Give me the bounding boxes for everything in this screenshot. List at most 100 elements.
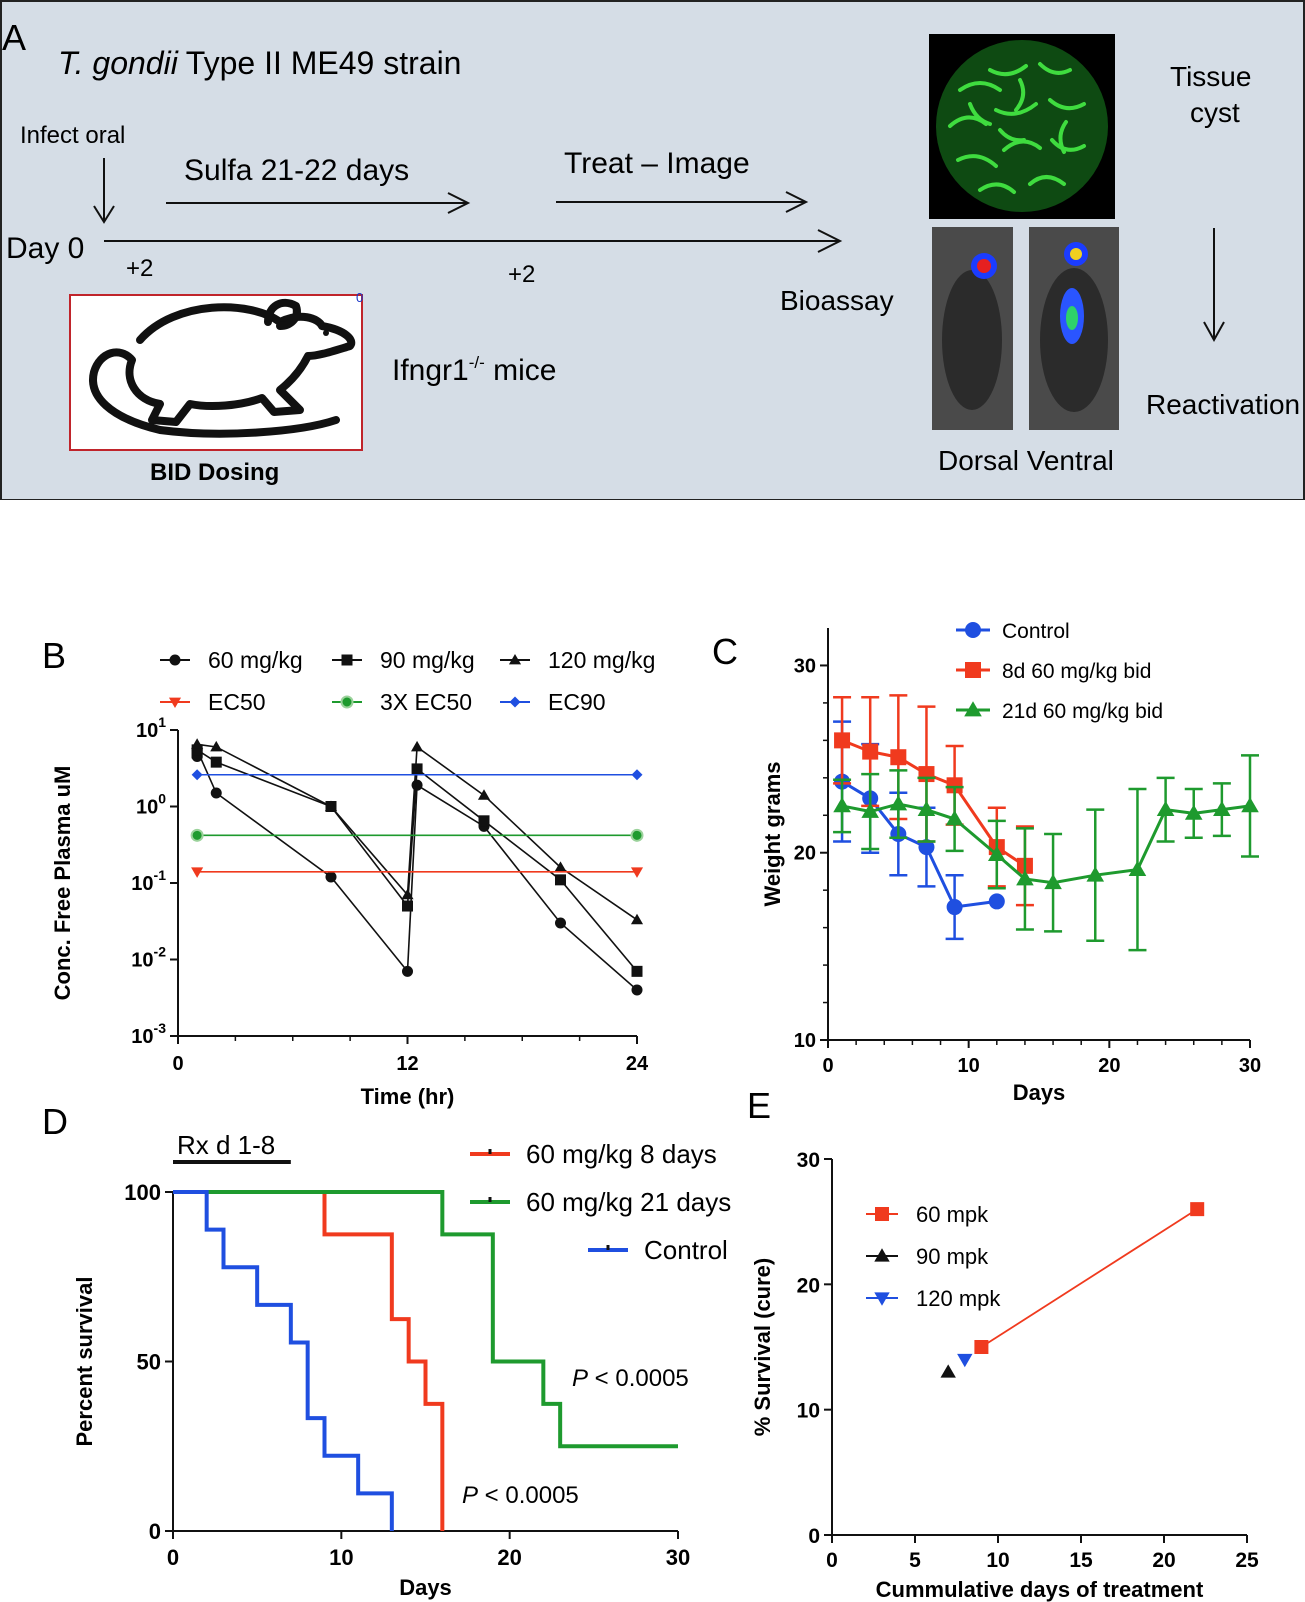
series-90-mpk (940, 1364, 956, 1378)
data-point (478, 815, 490, 827)
chart-c: Days Weight grams 0 10 20 30 10 20 30 Control 8d 6… (760, 620, 1261, 1105)
data-point (1213, 800, 1231, 817)
dorsal-signal-core (977, 259, 991, 273)
sulfa-label: Sulfa 21-22 days (184, 154, 409, 187)
data-point (402, 965, 413, 977)
legend-label: 120 mg/kg (548, 647, 655, 673)
panel-a-label: A (2, 17, 26, 58)
data-point (191, 738, 204, 749)
series-60-mg-kg (191, 744, 643, 996)
dorsal-mouse-body (942, 270, 1002, 410)
data-point (555, 917, 566, 929)
legend-label: EC90 (548, 689, 606, 715)
survival-curve (173, 1190, 445, 1531)
data-point (889, 795, 908, 811)
data-point (210, 787, 222, 799)
y-tick-exponent: -1 (154, 867, 167, 883)
y-tick-base: 10 (136, 720, 158, 742)
treat-label: Treat – Image (564, 147, 750, 180)
y-tick-label: 101 (136, 714, 166, 742)
legend-e: 60 mpk 90 mpk 120 mpk (866, 1202, 1001, 1311)
data-point (191, 867, 204, 878)
ventral-signal-head-core (1070, 248, 1082, 260)
data-point (630, 913, 644, 925)
x-tick-label: 15 (1069, 1549, 1093, 1572)
data-point (862, 743, 879, 760)
x-tick-label: 25 (1235, 1549, 1259, 1572)
panel-letter-b: B (42, 635, 66, 676)
legend-label: 90 mg/kg (380, 647, 475, 673)
panel-a-schematic: A T. gondii Type II ME49 strain Infect or… (0, 0, 1305, 500)
reactivation-arrow-head (1203, 321, 1225, 343)
y-tick-label: 0 (808, 1525, 820, 1548)
data-point (324, 800, 338, 811)
legend-marker (169, 654, 181, 666)
series-control (833, 720, 1005, 941)
data-point (631, 769, 643, 781)
x-tick-label: 24 (626, 1053, 649, 1075)
treat-arrow-head (785, 191, 809, 213)
data-point (554, 861, 567, 872)
y-tick-label: 10 (797, 1400, 820, 1423)
series-90-mg-kg (191, 744, 643, 977)
cyst-image (936, 40, 1108, 212)
legend-marker (964, 701, 982, 717)
data-point (940, 1364, 956, 1378)
infect-label: Infect oral (20, 122, 125, 149)
data-point (1016, 870, 1034, 886)
x-tick-label: 20 (1098, 1055, 1120, 1077)
panel-letter-c: C (712, 631, 738, 672)
series-120-mpk (957, 1353, 973, 1368)
legend-label: 60 mg/kg (208, 647, 303, 673)
cyst-parasites (948, 62, 1086, 194)
data-point (1241, 797, 1259, 813)
x-tick-label: 12 (396, 1053, 418, 1075)
legend-c: Control 8d 60 mg/kg bid 21d 60 mg/kg bid (956, 620, 1163, 723)
mouse-box-badge: 0 (356, 290, 363, 305)
infect-arrow-head (93, 205, 115, 224)
legend-marker (965, 622, 981, 638)
legend-label: 21d 60 mg/kg bid (1002, 700, 1163, 723)
legend-marker (874, 1248, 890, 1262)
legend-label: 90 mpk (916, 1244, 989, 1269)
bid-dosing-label: BID Dosing (150, 459, 279, 486)
charts-area: B C D E Time (hr) Conc. Free Plasma uM 0 12 24 1… (42, 620, 1261, 1602)
y-tick-base: 10 (131, 950, 153, 972)
data-point (411, 779, 423, 791)
legend-label: 60 mg/kg 8 days (526, 1139, 717, 1169)
data-point (191, 744, 203, 756)
x-axis-title: Cummulative days of treatment (876, 1577, 1204, 1602)
series-3x-ec50 (190, 828, 644, 842)
series-60-mg-kg-8-days (173, 1190, 445, 1531)
data-point (974, 1340, 989, 1354)
data-point (477, 789, 491, 800)
rx-label: Rx d 1-8 (177, 1130, 275, 1160)
x-tick-label: 0 (826, 1549, 838, 1572)
legend-label: Control (644, 1235, 728, 1265)
plus2-first: +2 (126, 255, 153, 282)
survival-curve (173, 1190, 394, 1531)
data-point (988, 845, 1006, 861)
mice-rest: mice (485, 354, 557, 387)
reactivation-label: Reactivation (1146, 389, 1300, 420)
legend-label: 8d 60 mg/kg bid (1002, 660, 1151, 683)
legend-label: 60 mpk (916, 1202, 989, 1227)
timeline-arrow-head (817, 229, 843, 253)
y-axis-title: Percent survival (72, 1277, 97, 1447)
y-tick-exponent: -2 (154, 944, 167, 960)
y-tick-exponent: -3 (154, 1020, 167, 1036)
x-tick-label: 20 (497, 1545, 521, 1570)
x-tick-label: 10 (986, 1549, 1009, 1572)
panel-letters: B C D E (42, 631, 771, 1142)
data-point (1128, 860, 1147, 876)
legend-label: Control (1002, 620, 1070, 643)
survival-curve (173, 1190, 678, 1449)
series-60-mpk (974, 1202, 1205, 1354)
data-point (917, 800, 936, 817)
data-point (555, 874, 566, 886)
dorsal-ventral-label: Dorsal Ventral (938, 445, 1114, 476)
mouse-eye (323, 330, 329, 336)
y-axis-title: Conc. Free Plasma uM (50, 766, 75, 1001)
y-tick-label: 10-2 (131, 944, 166, 972)
sulfa-arrow-head (447, 192, 471, 214)
